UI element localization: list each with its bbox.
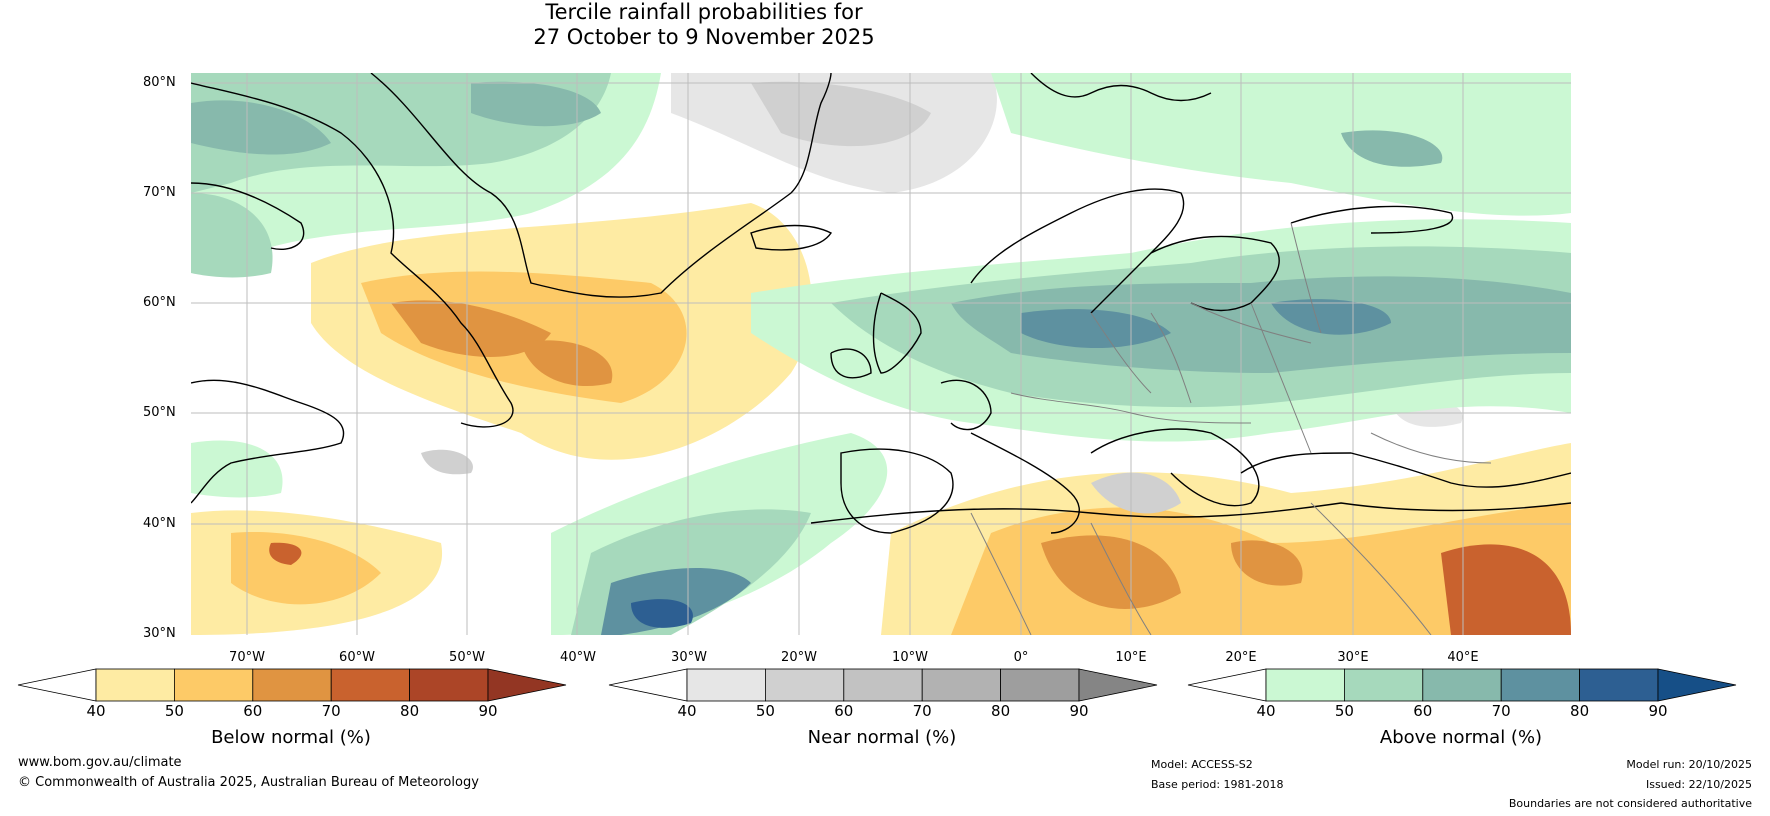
colorbar-0-low-extend xyxy=(17,668,97,702)
colorbar-2-tick-70: 70 xyxy=(1491,702,1511,720)
colorbar-1-tick-70: 70 xyxy=(912,702,932,720)
colorbar-2-tick-80: 80 xyxy=(1570,702,1590,720)
lat-label-50n: 50°N xyxy=(143,405,176,420)
colorbar-1-high-extend xyxy=(1078,668,1158,702)
colorbar-1-segment-0 xyxy=(686,668,766,702)
base-period-text: Base period: 1981-2018 xyxy=(1151,778,1284,791)
colorbar-2-segment-3 xyxy=(1500,668,1580,702)
colorbar-2-tick-60: 60 xyxy=(1413,702,1433,720)
lon-label-40e: 40°E xyxy=(1447,650,1479,665)
colorbar-0-segment-0 xyxy=(95,668,175,702)
colorbar-2-tick-50: 50 xyxy=(1334,702,1354,720)
colorbar-2-tick-40: 40 xyxy=(1256,702,1276,720)
lon-label-30e: 30°E xyxy=(1337,650,1369,665)
lat-label-30n: 30°N xyxy=(143,626,176,641)
colorbar-2-segment-0 xyxy=(1265,668,1345,702)
lat-label-40n: 40°N xyxy=(143,516,176,531)
colorbar-2-low-extend xyxy=(1187,668,1267,702)
coastlines xyxy=(191,73,1571,534)
lon-label-40w: 40°W xyxy=(560,650,596,665)
graticule xyxy=(191,73,1571,635)
colorbar-0-high-extend xyxy=(487,668,567,702)
title-line-1: Tercile rainfall probabilities for xyxy=(545,0,863,24)
lon-label-0: 0° xyxy=(1013,650,1029,665)
colorbar-0-segment-2 xyxy=(252,668,332,702)
colorbar-1-segment-1 xyxy=(765,668,845,702)
disclaimer-text: Boundaries are not considered authoritat… xyxy=(1508,797,1752,810)
colorbar-2-high-extend xyxy=(1657,668,1737,702)
colorbar-1-segment-3 xyxy=(921,668,1002,702)
lat-label-60n: 60°N xyxy=(143,295,176,310)
colorbars-svg xyxy=(17,668,1737,702)
below-normal-label: Below normal (%) xyxy=(211,727,371,748)
map-svg xyxy=(191,73,1571,635)
colorbar-0-segment-4 xyxy=(409,668,489,702)
issued-text: Issued: 22/10/2025 xyxy=(1645,778,1752,791)
rainfall-map xyxy=(191,73,1571,635)
lon-label-20w: 20°W xyxy=(781,650,817,665)
near-normal-label: Near normal (%) xyxy=(807,727,957,748)
lon-label-10w: 10°W xyxy=(892,650,928,665)
model-text: Model: ACCESS-S2 xyxy=(1151,758,1253,771)
copyright-text: © Commonwealth of Australia 2025, Austra… xyxy=(18,775,479,790)
colorbar-2-segment-4 xyxy=(1579,668,1659,702)
colorbar-2-segment-2 xyxy=(1422,668,1502,702)
lon-label-10e: 10°E xyxy=(1115,650,1147,665)
colorbar-1-tick-40: 40 xyxy=(677,702,697,720)
colorbar-1-tick-90: 90 xyxy=(1069,702,1089,720)
above-normal-label: Above normal (%) xyxy=(1379,727,1543,748)
lat-label-80n: 80°N xyxy=(143,75,176,90)
country-borders xyxy=(970,222,1492,635)
colorbar-0-tick-40: 40 xyxy=(86,702,106,720)
colorbar-0-segment-3 xyxy=(330,668,411,702)
colorbar-0-tick-80: 80 xyxy=(400,702,420,720)
colorbar-1-tick-60: 60 xyxy=(834,702,854,720)
colorbar-0-tick-60: 60 xyxy=(243,702,263,720)
colorbar-0-tick-50: 50 xyxy=(164,702,184,720)
lon-label-30w: 30°W xyxy=(671,650,707,665)
colorbar-2-tick-90: 90 xyxy=(1648,702,1668,720)
lon-label-60w: 60°W xyxy=(339,650,375,665)
colorbar-0-segment-1 xyxy=(173,668,254,702)
colorbar-0-tick-90: 90 xyxy=(478,702,498,720)
website-link[interactable]: www.bom.gov.au/climate xyxy=(18,755,182,770)
colorbar-1-tick-50: 50 xyxy=(755,702,775,720)
lon-label-20e: 20°E xyxy=(1225,650,1257,665)
colorbar-0-tick-70: 70 xyxy=(321,702,341,720)
title-line-2: 27 October to 9 November 2025 xyxy=(533,25,875,49)
lon-label-70w: 70°W xyxy=(229,650,265,665)
colorbar-1-low-extend xyxy=(608,668,688,702)
colorbar-1-segment-2 xyxy=(843,668,923,702)
lat-label-70n: 70°N xyxy=(143,185,176,200)
map-title: Tercile rainfall probabilities for 27 Oc… xyxy=(0,0,1408,50)
colorbar-1-segment-4 xyxy=(1000,668,1080,702)
lon-label-50w: 50°W xyxy=(449,650,485,665)
model-run-text: Model run: 20/10/2025 xyxy=(1626,758,1752,771)
colorbar-2-segment-1 xyxy=(1344,668,1424,702)
colorbar-1-tick-80: 80 xyxy=(991,702,1011,720)
